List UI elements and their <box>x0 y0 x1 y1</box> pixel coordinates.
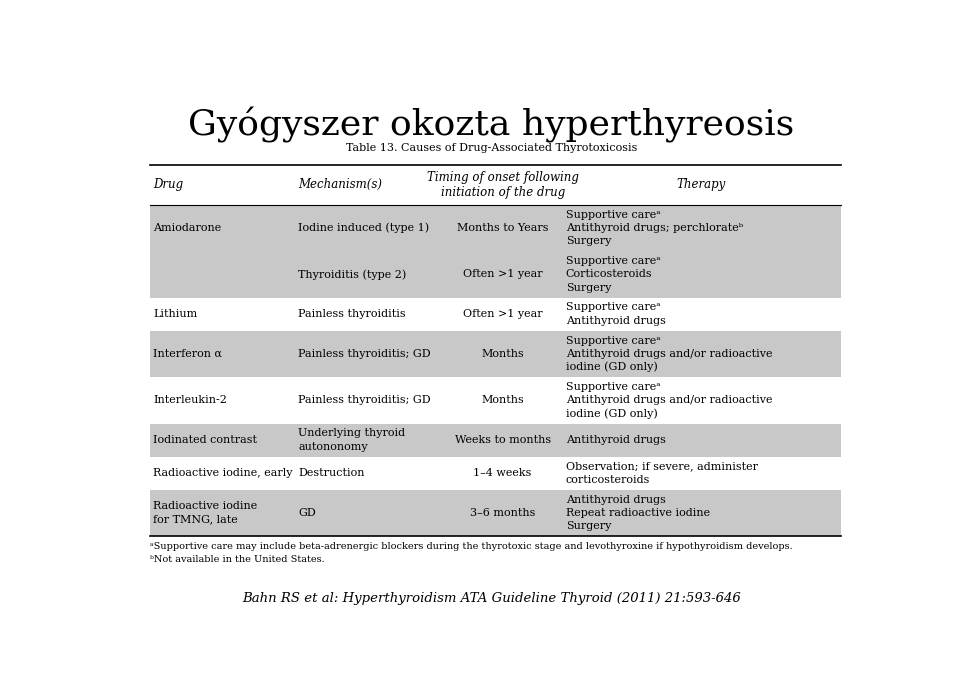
Text: Supportive careᵃ: Supportive careᵃ <box>566 256 661 266</box>
Text: Radioactive iodine: Radioactive iodine <box>153 502 258 511</box>
Bar <box>150 165 841 205</box>
Text: Antithyroid drugs: Antithyroid drugs <box>566 316 666 326</box>
Text: Months: Months <box>481 349 524 359</box>
Text: Supportive careᵃ: Supportive careᵃ <box>566 209 661 220</box>
Text: Months to Years: Months to Years <box>456 223 549 233</box>
Bar <box>150 490 841 536</box>
Text: ᵃSupportive care may include beta-adrenergic blockers during the thyrotoxic stag: ᵃSupportive care may include beta-adrene… <box>150 542 792 551</box>
Text: Painless thyroiditis: Painless thyroiditis <box>298 309 406 319</box>
Text: Supportive careᵃ: Supportive careᵃ <box>566 302 661 313</box>
Bar <box>150 251 841 298</box>
Text: Lithium: Lithium <box>153 309 198 319</box>
Text: Often >1 year: Often >1 year <box>463 269 543 279</box>
Text: GD: GD <box>298 508 316 518</box>
Text: iodine (GD only): iodine (GD only) <box>566 409 658 419</box>
Text: Painless thyroiditis; GD: Painless thyroiditis; GD <box>298 395 431 405</box>
Text: Table 13. Causes of Drug-Associated Thyrotoxicosis: Table 13. Causes of Drug-Associated Thyr… <box>346 143 637 153</box>
Text: Mechanism(s): Mechanism(s) <box>298 178 383 192</box>
Text: iodine (GD only): iodine (GD only) <box>566 362 658 373</box>
Text: Weeks to months: Weeks to months <box>455 435 550 445</box>
Text: Therapy: Therapy <box>677 178 726 192</box>
Text: for TMNG, late: for TMNG, late <box>153 515 238 525</box>
Bar <box>150 424 841 457</box>
Text: ᵇNot available in the United States.: ᵇNot available in the United States. <box>150 555 324 564</box>
Text: Observation; if severe, administer: Observation; if severe, administer <box>566 462 758 472</box>
Text: Antithyroid drugs and/or radioactive: Antithyroid drugs and/or radioactive <box>566 395 772 405</box>
Text: Often >1 year: Often >1 year <box>463 309 543 319</box>
Text: 3–6 months: 3–6 months <box>470 508 535 518</box>
Text: Antithyroid drugs: Antithyroid drugs <box>566 495 666 505</box>
Text: Months: Months <box>481 395 524 405</box>
Text: Radioactive iodine, early: Radioactive iodine, early <box>153 469 292 478</box>
Text: Corticosteroids: Corticosteroids <box>566 269 652 279</box>
Text: Timing of onset following
initiation of the drug: Timing of onset following initiation of … <box>427 171 578 199</box>
Text: Painless thyroiditis; GD: Painless thyroiditis; GD <box>298 349 431 359</box>
Text: Interleukin-2: Interleukin-2 <box>153 395 227 405</box>
Bar <box>150 331 841 377</box>
Text: Antithyroid drugs: Antithyroid drugs <box>566 435 666 445</box>
Text: Iodinated contrast: Iodinated contrast <box>153 435 257 445</box>
Text: Surgery: Surgery <box>566 522 611 531</box>
Text: Supportive careᵃ: Supportive careᵃ <box>566 336 661 346</box>
Bar <box>150 457 841 490</box>
Bar <box>150 298 841 331</box>
Text: Iodine induced (type 1): Iodine induced (type 1) <box>298 223 430 233</box>
Bar <box>150 205 841 251</box>
Text: Interferon α: Interferon α <box>153 349 222 359</box>
Text: Antithyroid drugs and/or radioactive: Antithyroid drugs and/or radioactive <box>566 349 772 359</box>
Text: Drug: Drug <box>153 178 183 192</box>
Text: Underlying thyroid: Underlying thyroid <box>298 429 406 438</box>
Text: 1–4 weeks: 1–4 weeks <box>474 469 532 478</box>
Text: Supportive careᵃ: Supportive careᵃ <box>566 382 661 392</box>
Text: Surgery: Surgery <box>566 236 611 246</box>
Text: Destruction: Destruction <box>298 469 364 478</box>
Text: corticosteroids: corticosteroids <box>566 475 650 485</box>
Text: Gyógyszer okozta hyperthyreosis: Gyógyszer okozta hyperthyreosis <box>188 107 795 143</box>
Text: Repeat radioactive iodine: Repeat radioactive iodine <box>566 508 710 518</box>
Text: Antithyroid drugs; perchlorateᵇ: Antithyroid drugs; perchlorateᵇ <box>566 223 743 233</box>
Text: Amiodarone: Amiodarone <box>153 223 222 233</box>
Text: Thyroiditis (type 2): Thyroiditis (type 2) <box>298 269 407 280</box>
Text: autononomy: autononomy <box>298 442 368 452</box>
Bar <box>150 377 841 424</box>
Text: Surgery: Surgery <box>566 282 611 293</box>
Text: Bahn RS et al: Hyperthyroidism ATA Guideline Thyroid (2011) 21:593-646: Bahn RS et al: Hyperthyroidism ATA Guide… <box>242 593 741 605</box>
